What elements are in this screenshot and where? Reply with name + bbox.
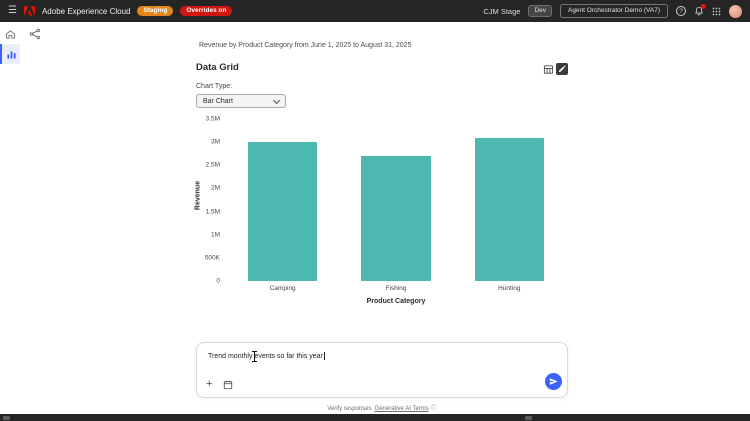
chat-input[interactable]: Trend monthly events so far this year <box>208 352 325 360</box>
y-tick-label: 3.5M <box>205 115 220 123</box>
table-view-icon[interactable] <box>543 64 554 75</box>
chart-summary: Revenue by Product Category from June 1,… <box>199 42 412 49</box>
bar-column <box>226 119 339 281</box>
org-selector[interactable]: Agent Orchestrator Demo (VA7) <box>560 4 668 18</box>
env-label: CJM Stage <box>483 6 521 16</box>
bar-camping[interactable] <box>248 142 318 281</box>
x-tick-label: Fishing <box>385 285 407 292</box>
adobe-logo-icon[interactable] <box>23 6 35 16</box>
text-caret <box>323 352 325 360</box>
bar-hunting[interactable] <box>474 138 544 281</box>
y-tick-label: 3M <box>210 138 220 146</box>
overrides-badge: Overrides on <box>180 5 233 17</box>
y-tick-label: 2M <box>210 184 220 192</box>
workflow-icon[interactable] <box>29 27 41 45</box>
product-name[interactable]: Adobe Experience Cloud <box>41 6 131 16</box>
composer-actions: + <box>206 379 233 390</box>
edit-chart-button[interactable] <box>556 63 568 75</box>
bar-fishing[interactable] <box>361 156 431 281</box>
y-tick-label: 2.5M <box>205 161 220 169</box>
sidebar-item-home[interactable] <box>0 24 20 44</box>
y-tick-label: 0 <box>216 277 220 285</box>
chart-type-label: Chart Type: <box>196 83 233 90</box>
left-rail <box>0 22 20 414</box>
help-icon[interactable]: ? <box>676 6 686 16</box>
overlay-mark <box>3 415 10 420</box>
x-tick-label: Hunting <box>498 285 521 292</box>
staging-badge: Staging <box>137 5 174 17</box>
overlay-mark <box>525 415 532 420</box>
bar-chart: Revenue 0 500K 1M 1.5M 2M 2.5M 3M 3.5M Camping F… <box>195 116 566 305</box>
chevron-down-icon <box>272 96 281 104</box>
apps-grid-icon[interactable] <box>712 7 721 16</box>
top-bar: ☰ Adobe Experience Cloud Staging Overrid… <box>0 0 750 22</box>
notification-dot <box>701 4 706 9</box>
insert-visual-button[interactable] <box>223 380 233 390</box>
card-title: Data Grid <box>196 62 239 73</box>
ai-terms-footer: Verify responses Generative AI Terms ⓘ <box>196 403 568 412</box>
home-icon <box>5 29 15 39</box>
pencil-icon <box>559 65 566 72</box>
y-tick-label: 500K <box>204 254 220 262</box>
chat-composer[interactable]: Trend monthly events so far this year + <box>196 342 568 398</box>
bar-column <box>453 119 566 281</box>
send-button[interactable] <box>545 373 562 390</box>
chart-type-select[interactable]: Bar Chart <box>196 94 286 108</box>
sidebar-item-agent[interactable] <box>0 44 20 64</box>
notifications-icon[interactable] <box>694 4 706 16</box>
chat-input-text: Trend monthly events so far this year <box>208 352 323 360</box>
avatar[interactable] <box>729 4 742 18</box>
y-axis-title: Revenue <box>194 180 202 211</box>
bar-column <box>339 119 452 281</box>
menu-icon[interactable]: ☰ <box>8 5 17 16</box>
insights-icon <box>6 50 16 59</box>
send-icon <box>549 378 558 385</box>
dev-badge: Dev <box>528 5 552 17</box>
bars-row <box>226 119 566 281</box>
generative-ai-terms-link[interactable]: Generative AI Terms <box>374 406 429 412</box>
x-axis-title: Product Category <box>366 298 426 305</box>
y-tick-label: 1.5M <box>205 208 220 216</box>
x-tick-label: Camping <box>269 285 296 292</box>
bottom-bar <box>0 414 750 421</box>
chart-type-value: Bar Chart <box>203 97 233 105</box>
calendar-icon <box>224 380 233 389</box>
mouse-cursor-ibeam <box>251 349 258 367</box>
y-tick-label: 1M <box>210 231 220 239</box>
info-icon[interactable]: ⓘ <box>430 406 437 412</box>
add-attachment-button[interactable]: + <box>206 378 213 390</box>
topbar-right-group: CJM Stage Dev Agent Orchestrator Demo (V… <box>483 4 742 18</box>
x-labels-row: Camping Fishing Hunting <box>226 285 566 292</box>
verify-text: Verify responses <box>327 406 372 412</box>
chart-plot: 0 500K 1M 1.5M 2M 2.5M 3M 3.5M <box>205 116 566 285</box>
